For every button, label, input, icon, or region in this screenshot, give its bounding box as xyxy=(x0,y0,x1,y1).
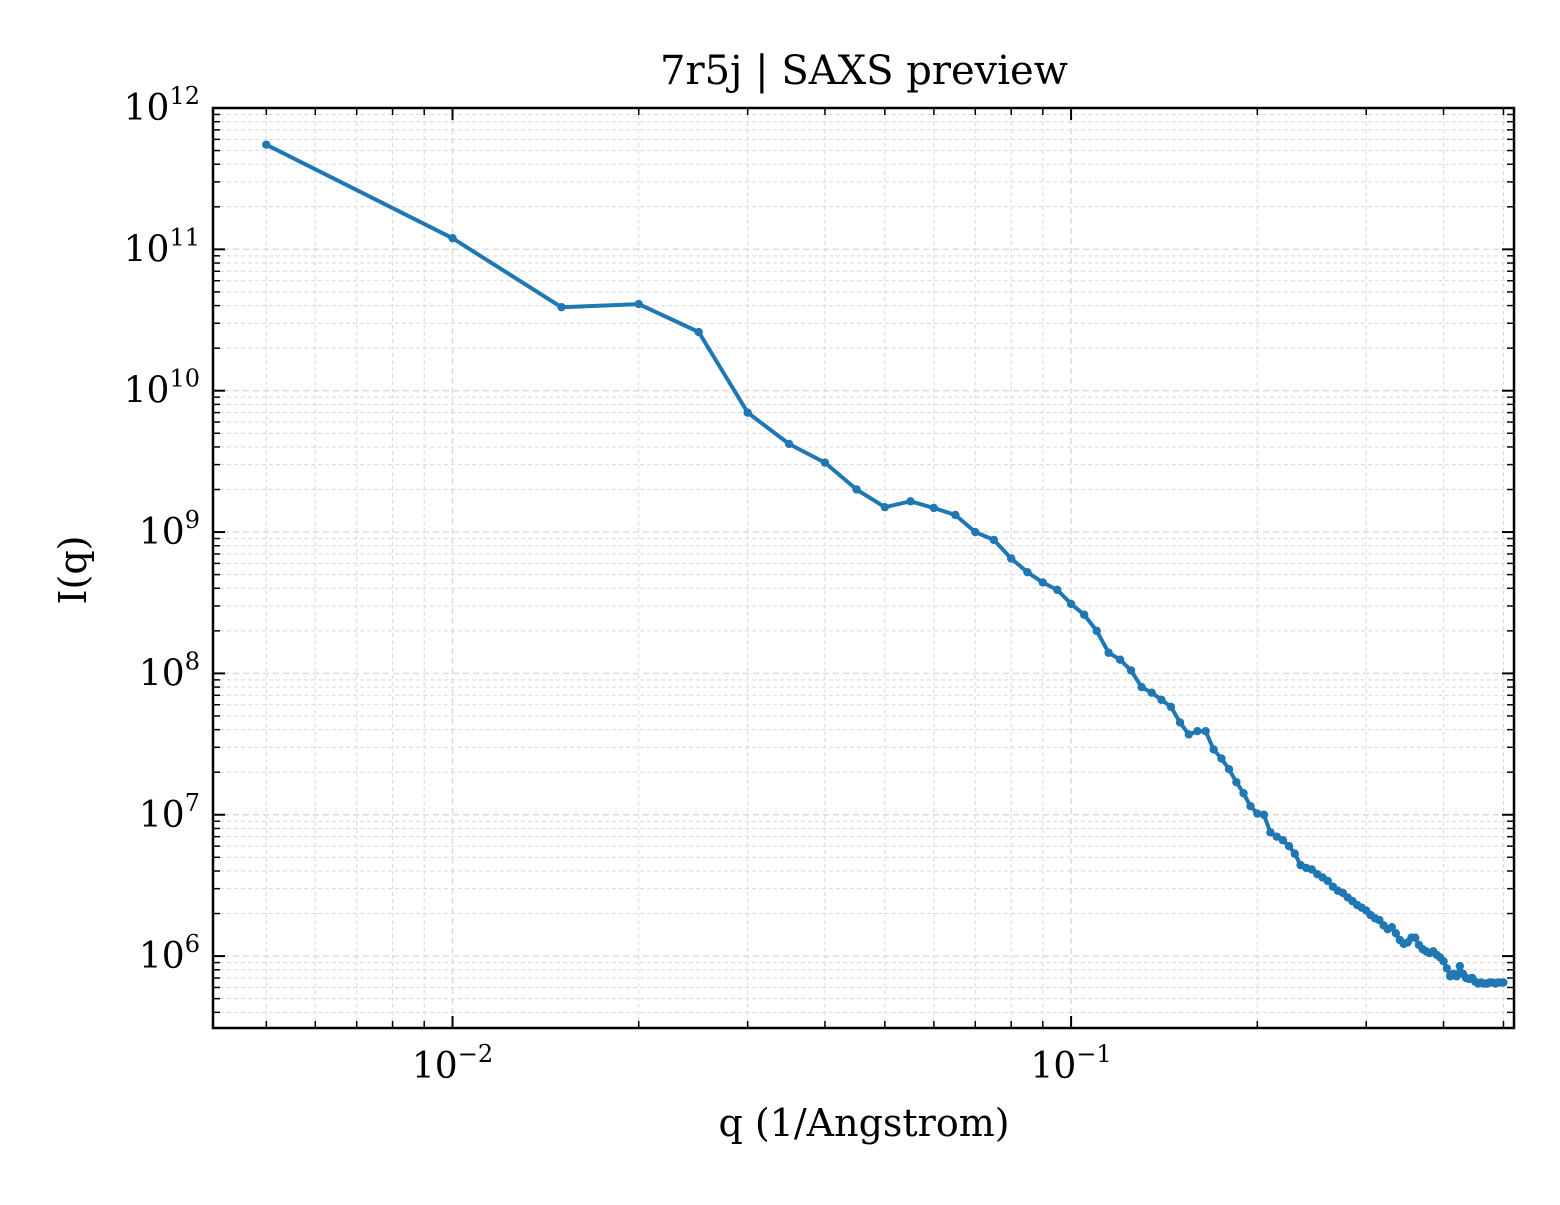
data-point xyxy=(1307,865,1317,874)
data-point xyxy=(1053,585,1062,595)
data-point xyxy=(989,535,999,545)
grid-lines xyxy=(213,107,1514,1028)
data-point xyxy=(1239,789,1248,798)
data-point xyxy=(1006,554,1016,563)
data-point xyxy=(1232,777,1241,787)
data-point xyxy=(1224,765,1234,774)
data-point xyxy=(1391,929,1401,938)
plot-frame xyxy=(211,106,1516,1030)
chart-title: 7r5j | SAXS preview xyxy=(660,48,1068,94)
data-point xyxy=(951,510,960,520)
data-point xyxy=(557,302,566,312)
data-point xyxy=(1023,567,1032,577)
y-tick-label: 108 xyxy=(139,647,200,694)
data-point xyxy=(906,497,915,506)
data-point xyxy=(1452,972,1461,981)
data-point xyxy=(1259,810,1269,819)
data-point xyxy=(1038,578,1047,587)
data-point xyxy=(1209,745,1218,754)
data-point xyxy=(1246,801,1255,811)
data-point xyxy=(1201,727,1210,736)
data-point xyxy=(852,485,861,494)
data-point xyxy=(448,233,457,243)
data-point xyxy=(1066,599,1076,609)
data-point xyxy=(971,527,980,537)
data-point xyxy=(1253,809,1262,818)
data-point xyxy=(1193,727,1202,736)
x-tick-label: 10−2 xyxy=(412,1040,493,1087)
data-point xyxy=(1092,626,1101,636)
axes-frame xyxy=(211,106,1516,1030)
data-point xyxy=(1272,832,1281,841)
data-point xyxy=(1290,849,1300,858)
data-point xyxy=(1115,655,1125,664)
y-tick-label: 106 xyxy=(139,930,200,977)
data-point xyxy=(1126,666,1136,675)
data-point xyxy=(1184,730,1194,739)
data-point xyxy=(1157,695,1166,705)
x-axis-label: q (1/Angstrom) xyxy=(718,1101,1009,1145)
data-point xyxy=(784,439,794,449)
data-point xyxy=(262,140,271,149)
data-point xyxy=(929,503,939,513)
data-point xyxy=(1217,754,1226,763)
y-tick-label: 1010 xyxy=(124,365,200,412)
data-point xyxy=(1442,964,1452,973)
y-tick-label: 107 xyxy=(139,789,200,836)
y-tick-label: 1011 xyxy=(124,223,200,270)
data-point xyxy=(1175,718,1185,727)
data-point xyxy=(1278,836,1288,845)
tick-labels: 10−2 10−1 106 107 108 109 1010 1011 1012 xyxy=(124,82,1112,1087)
data-point xyxy=(1266,828,1275,837)
data-point xyxy=(1323,876,1332,886)
data-point xyxy=(1284,841,1294,851)
data-point xyxy=(1499,978,1508,987)
data-point xyxy=(1439,957,1448,966)
data-point xyxy=(1104,648,1113,657)
data-point xyxy=(1147,688,1156,697)
y-tick-label: 1012 xyxy=(124,82,200,129)
data-point xyxy=(1166,702,1176,712)
data-point xyxy=(880,502,890,512)
series-layer xyxy=(262,140,1508,988)
tick-marks xyxy=(213,107,1514,1028)
data-point xyxy=(1411,933,1420,942)
x-tick-label: 10−1 xyxy=(1030,1040,1111,1087)
data-point xyxy=(743,408,752,417)
data-point xyxy=(1387,923,1397,932)
y-tick-label: 109 xyxy=(139,506,200,553)
data-point xyxy=(1080,610,1089,619)
data-point xyxy=(634,299,643,309)
data-point xyxy=(820,458,830,467)
data-point xyxy=(1137,682,1146,692)
data-point xyxy=(1455,961,1465,971)
data-point xyxy=(694,327,703,337)
y-axis-label: I(q) xyxy=(51,536,95,605)
